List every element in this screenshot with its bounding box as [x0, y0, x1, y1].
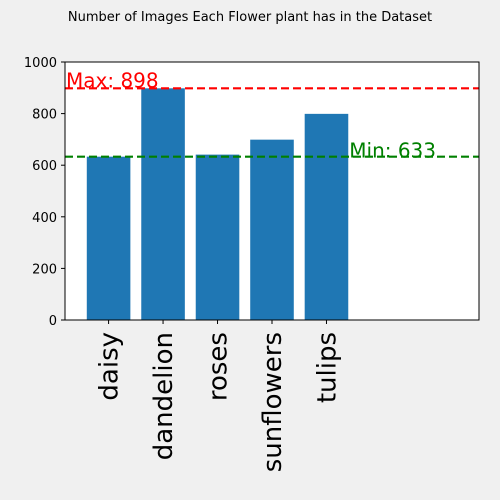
ytick-label: 800: [32, 108, 57, 123]
bar-dandelion: [141, 88, 185, 320]
bar-roses: [195, 154, 240, 320]
bar-tulips: [304, 113, 349, 320]
bar-daisy: [86, 156, 131, 320]
bar-sunflowers: [250, 139, 294, 320]
ytick-label: 400: [32, 211, 57, 226]
xtick-label-roses: roses: [204, 332, 234, 401]
ytick-label: 200: [32, 262, 57, 277]
min-annotation: Min: 633: [349, 139, 436, 163]
annotations-group: Max: 898 Min: 633: [66, 68, 436, 162]
bars-group: [86, 88, 349, 320]
reference-lines-group: [65, 87, 479, 158]
ytick-label: 1000: [24, 56, 57, 71]
max-annotation: Max: 898: [66, 68, 159, 92]
ytick-label: 600: [32, 159, 57, 174]
chart-title: Number of Images Each Flower plant has i…: [68, 10, 432, 25]
xtick-label-daisy: daisy: [95, 332, 125, 401]
xtick-label-sunflowers: sunflowers: [258, 332, 288, 472]
axes-group: 0 200 400 600 800 1000 daisy dandelion roses sunf…: [24, 56, 480, 472]
xtick-label-tulips: tulips: [312, 332, 342, 403]
xtick-label-dandelion: dandelion: [149, 332, 179, 460]
ytick-label: 0: [49, 314, 57, 329]
